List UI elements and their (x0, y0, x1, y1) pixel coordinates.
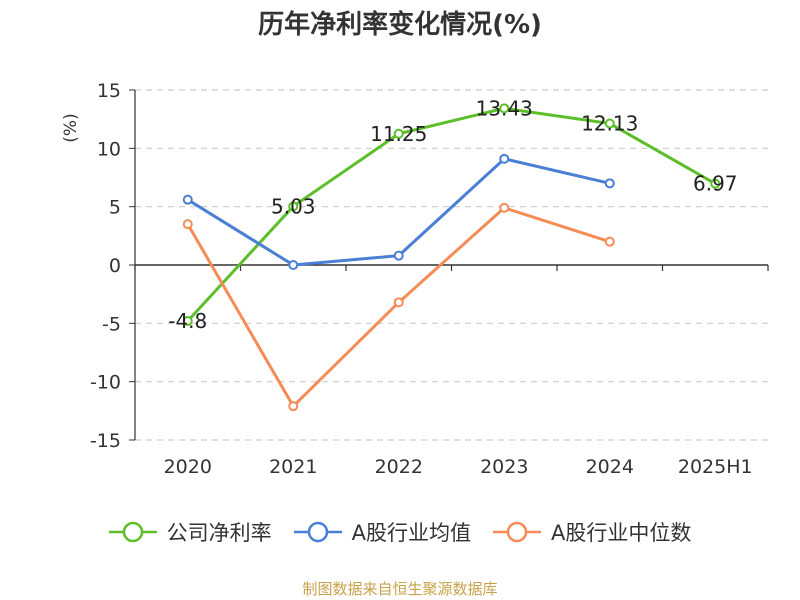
data-point (288, 401, 299, 412)
data-point (499, 153, 510, 164)
data-label: 12.13 (581, 111, 638, 135)
series-line (186, 106, 716, 323)
legend-item-company-net-margin[interactable]: 公司净利率 (108, 517, 272, 547)
data-point (288, 201, 299, 212)
data-point (604, 236, 615, 247)
data-point (182, 316, 193, 326)
data-label-layer: -4.8 5.03 11.25 13.43 12.13 6.97 (168, 96, 737, 333)
data-point (393, 128, 404, 139)
data-point (288, 260, 299, 270)
data-point (604, 118, 615, 129)
x-tick-label: 2021 (269, 456, 317, 478)
y-tick-label: 10 (97, 138, 121, 160)
source-note: 制图数据来自恒生聚源数据库 (302, 580, 498, 598)
x-tick-label: 2025H1 (678, 456, 753, 478)
x-tick-label: 2023 (480, 456, 528, 478)
x-tick-label: 2020 (164, 456, 212, 478)
x-tick-label: 2022 (375, 456, 423, 478)
data-point (182, 194, 193, 205)
legend-label: 公司净利率 (166, 521, 272, 545)
y-tick-label: -5 (102, 313, 121, 335)
legend-label: A股行业均值 (351, 521, 471, 545)
data-label: 6.97 (693, 172, 738, 196)
series-line (186, 157, 611, 267)
legend-swatch-median (493, 521, 541, 543)
data-point (393, 297, 404, 308)
y-tick-label: -10 (90, 372, 121, 394)
y-tick-label: 5 (109, 197, 121, 219)
legend-label: A股行业中位数 (551, 521, 692, 545)
chart-title: 历年净利率变化情况(%) (258, 10, 542, 40)
data-point (710, 178, 721, 189)
data-point (499, 202, 510, 213)
data-label: -4.8 (168, 309, 207, 333)
legend-item-industry-median[interactable]: A股行业中位数 (493, 517, 691, 547)
x-tick-label: 2024 (586, 456, 634, 478)
data-point (393, 250, 404, 261)
y-tick-label: -15 (90, 430, 121, 452)
y-tick-label: 0 (109, 255, 121, 277)
data-point (604, 178, 615, 189)
data-label: 5.03 (271, 194, 316, 218)
legend-swatch-company (108, 521, 157, 543)
data-point (499, 103, 510, 114)
legend: 公司净利率 A股行业均值 A股行业中位数 (0, 517, 800, 547)
series-layer (182, 103, 721, 412)
data-label: 11.25 (370, 122, 427, 146)
y-tick-label: 15 (97, 80, 121, 102)
legend-swatch-average (293, 521, 342, 543)
legend-item-industry-average[interactable]: A股行业均值 (293, 517, 471, 547)
y-axis-label: (%) (61, 113, 81, 142)
data-label: 13.43 (476, 96, 533, 120)
data-point (182, 219, 193, 230)
